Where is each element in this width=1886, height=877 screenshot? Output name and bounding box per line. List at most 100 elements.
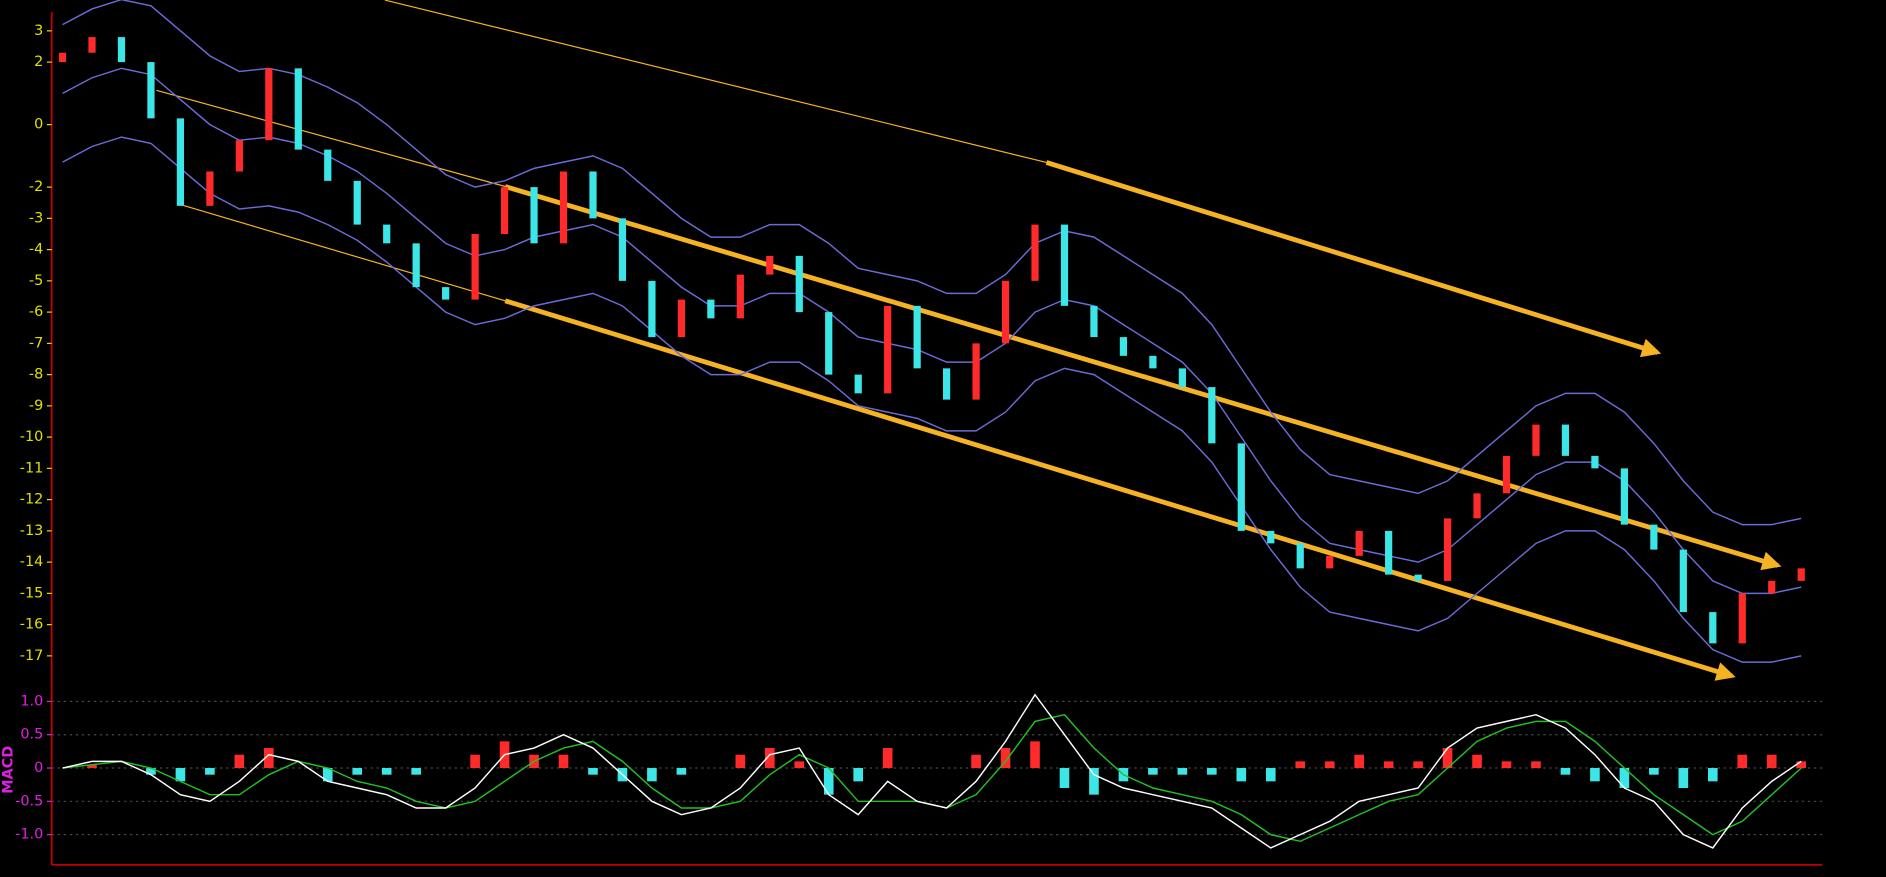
macd-bar: [322, 768, 333, 782]
macd-bar: [1649, 768, 1659, 775]
candle: [1267, 530, 1275, 544]
dif-line: [62, 693, 1802, 849]
macd-bar: [87, 764, 97, 769]
macd-bar: [647, 768, 657, 782]
macd-bar: [1059, 768, 1070, 789]
candle: [500, 187, 509, 234]
candle: [1502, 455, 1511, 494]
y-tick-label: -6: [29, 304, 43, 320]
macd-bar: [1796, 761, 1807, 769]
candle: [1532, 424, 1540, 456]
macd-bar: [1678, 768, 1689, 789]
macd-bar: [1560, 768, 1571, 775]
y-tick-label: -15: [20, 585, 44, 601]
candle: [265, 68, 273, 141]
macd-bar: [411, 768, 421, 775]
candle: [1149, 355, 1157, 369]
candle: [1385, 530, 1393, 575]
candle: [1031, 224, 1039, 281]
candle: [294, 68, 302, 150]
macd-bar: [764, 748, 775, 769]
macd-bar: [1177, 768, 1188, 775]
y-tick-label: -9: [29, 398, 43, 414]
macd-bar: [882, 748, 893, 769]
y-tick-label: -17: [20, 648, 44, 664]
macd-bar: [794, 761, 805, 769]
macd-bar: [1354, 754, 1364, 769]
y-tick-label: -11: [20, 460, 44, 476]
macd-bar: [470, 754, 480, 769]
macd-bar: [1766, 754, 1777, 769]
macd-bar: [971, 754, 981, 769]
macd-bar: [1295, 761, 1306, 769]
macd-bar: [381, 768, 392, 775]
candle: [677, 299, 685, 338]
bollinger-upper: [62, 0, 1802, 526]
candle: [1709, 612, 1717, 644]
candle: [1296, 543, 1304, 569]
candle: [1443, 518, 1452, 581]
candle: [530, 187, 538, 244]
candle: [1591, 455, 1599, 469]
macd-bar: [1472, 754, 1482, 769]
macd-bar: [1207, 768, 1217, 775]
candle: [1797, 568, 1805, 581]
macd-bar: [234, 754, 245, 769]
macd-bar: [1030, 741, 1040, 769]
macd-bar: [558, 754, 569, 769]
y-tick-label: -8: [29, 367, 43, 383]
y-tick-label: -5: [29, 273, 43, 289]
macd-bar: [853, 768, 864, 782]
candle: [176, 118, 185, 206]
candle: [1414, 574, 1422, 581]
macd-bar: [1148, 768, 1158, 775]
candle: [1237, 443, 1245, 531]
macd-bar: [1413, 761, 1423, 769]
macd-bar: [1383, 761, 1394, 769]
candle: [1768, 580, 1776, 594]
candle: [442, 287, 450, 300]
bollinger-mid: [62, 67, 1802, 595]
y-tick-label: 0: [34, 760, 43, 776]
candle: [1060, 224, 1069, 306]
macd-bar: [205, 768, 215, 775]
macd-bar: [1737, 754, 1748, 769]
candle: [1561, 424, 1570, 456]
candle: [353, 180, 361, 225]
macd-bar: [1000, 748, 1011, 769]
candle: [383, 224, 391, 244]
macd-bar: [1265, 768, 1276, 782]
candle: [884, 305, 892, 394]
trend-line: [156, 89, 506, 188]
candle: [1326, 555, 1334, 569]
macd-bar: [1531, 761, 1541, 769]
macd-bar: [352, 768, 363, 775]
macd-bar: [1089, 768, 1099, 795]
candle: [412, 243, 420, 288]
trend-arrow: [1045, 160, 1662, 358]
candle: [1679, 549, 1687, 613]
y-tick-label: 0: [34, 117, 43, 133]
macd-bar: [175, 768, 186, 782]
candle: [825, 312, 833, 375]
candle: [324, 149, 332, 181]
y-tick-label: 1.0: [20, 693, 43, 709]
candle: [1119, 337, 1128, 356]
candle: [58, 52, 67, 63]
y-tick-label: 0.5: [20, 727, 43, 743]
macd-bar: [1619, 768, 1630, 789]
candle: [707, 299, 715, 319]
y-tick-label: -1.0: [15, 827, 43, 843]
macd-bar: [1236, 768, 1247, 782]
y-tick-label: -14: [20, 554, 44, 570]
y-tick-label: 3: [34, 23, 43, 39]
trend-arrow: [504, 184, 1782, 571]
macd-bar: [1707, 768, 1718, 782]
macd-bar: [588, 768, 598, 775]
candle: [88, 37, 96, 53]
y-tick-label: -16: [20, 617, 44, 633]
y-tick-label: -12: [20, 492, 44, 508]
macd-bar: [735, 754, 746, 769]
candle: [1650, 524, 1658, 550]
